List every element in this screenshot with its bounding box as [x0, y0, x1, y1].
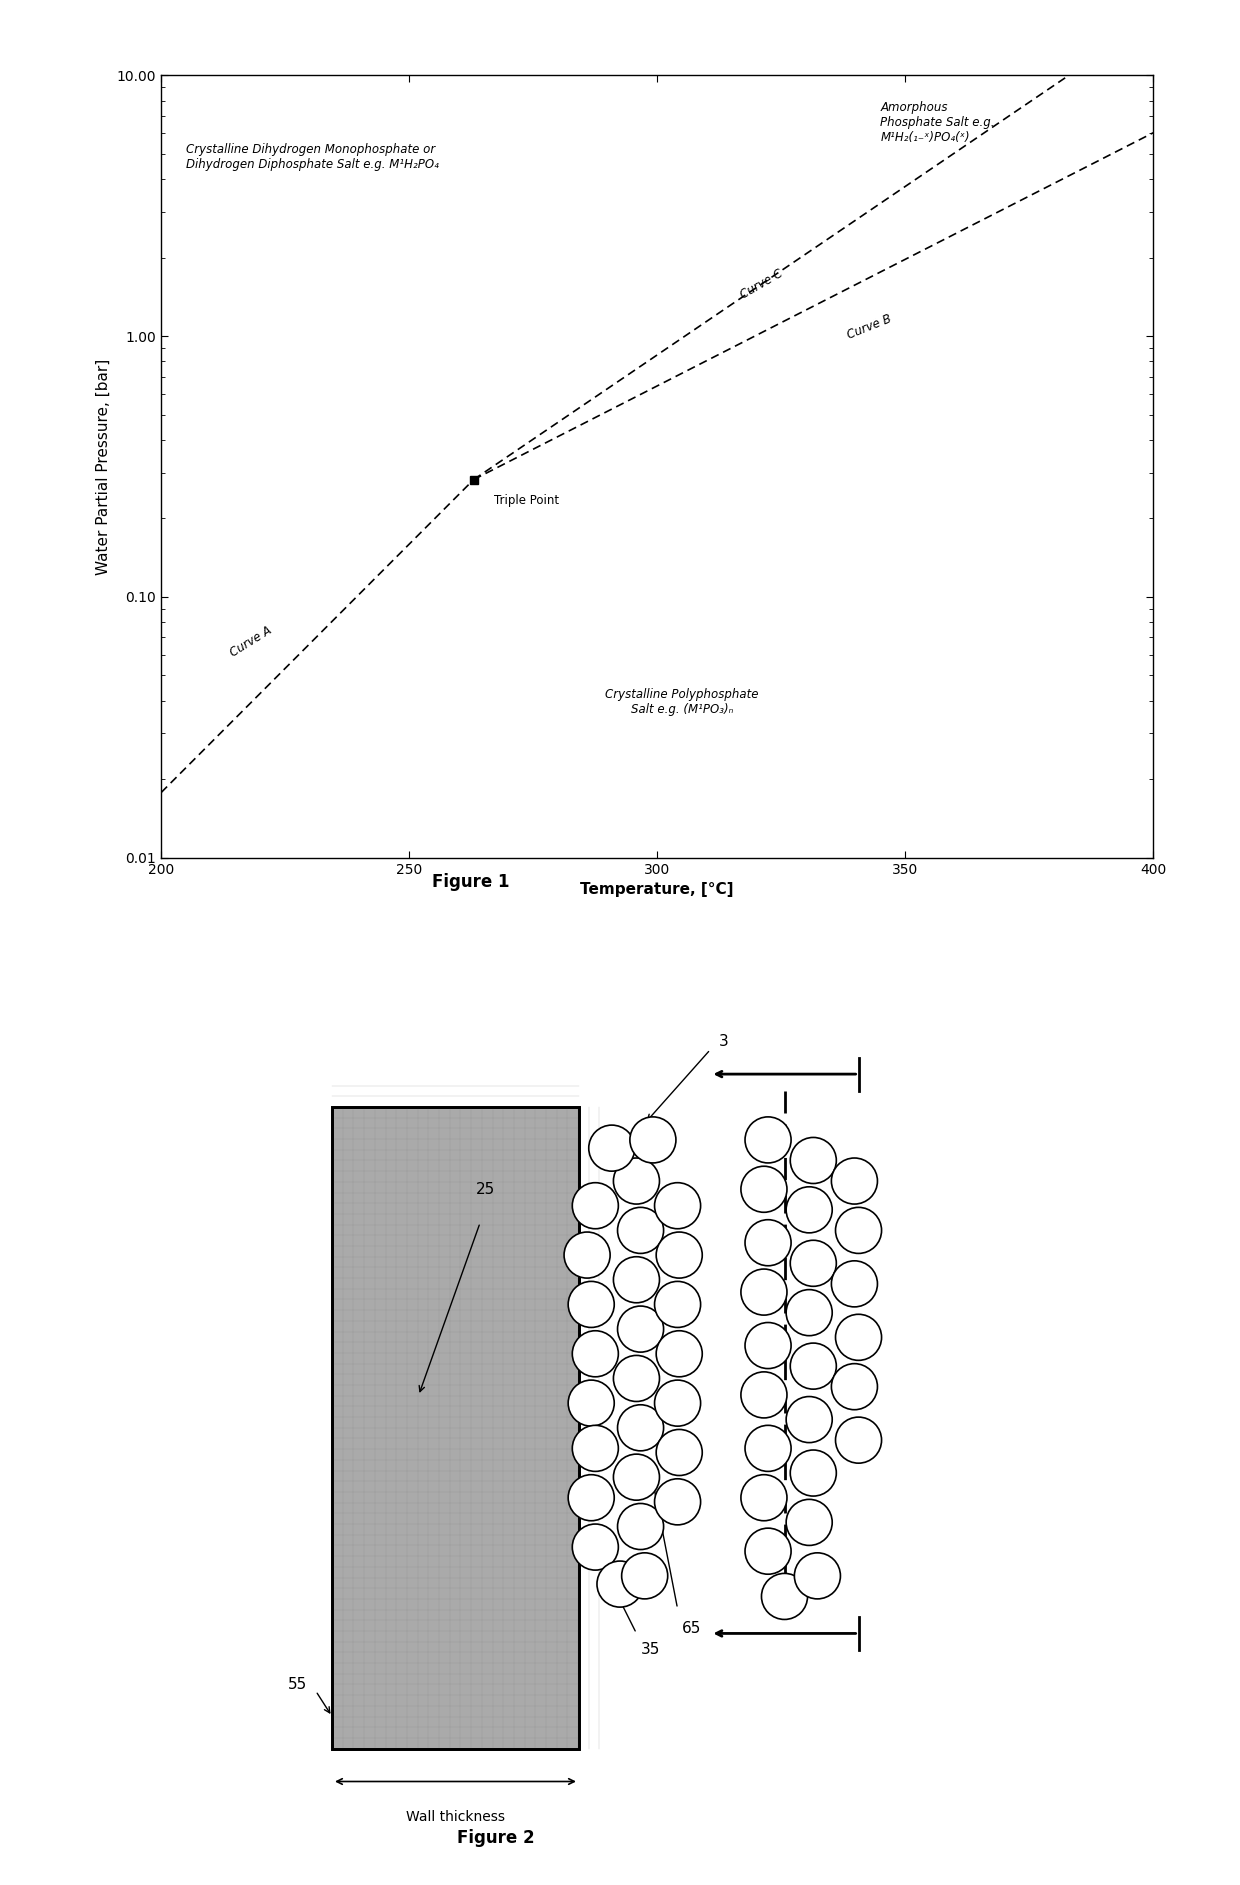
X-axis label: Temperature, [°C]: Temperature, [°C]	[580, 882, 734, 897]
Text: Amorphous
Phosphate Salt e.g.
M¹H₂(₁₋ˣ)PO₄(ˣ): Amorphous Phosphate Salt e.g. M¹H₂(₁₋ˣ)P…	[880, 100, 994, 143]
Circle shape	[761, 1574, 807, 1619]
Text: Curve B: Curve B	[846, 313, 893, 341]
Circle shape	[568, 1282, 614, 1327]
Circle shape	[790, 1240, 836, 1286]
Text: Figure 2: Figure 2	[458, 1828, 534, 1847]
Circle shape	[745, 1220, 791, 1265]
Circle shape	[656, 1429, 702, 1476]
Bar	[332, 1106, 579, 1749]
Circle shape	[795, 1553, 841, 1598]
Circle shape	[786, 1499, 832, 1546]
Circle shape	[742, 1167, 787, 1212]
Circle shape	[836, 1314, 882, 1361]
Circle shape	[655, 1182, 701, 1229]
Circle shape	[614, 1157, 660, 1205]
Circle shape	[564, 1233, 610, 1278]
Circle shape	[742, 1474, 787, 1521]
Circle shape	[790, 1137, 836, 1184]
Text: Triple Point: Triple Point	[494, 494, 559, 507]
Circle shape	[618, 1504, 663, 1549]
Circle shape	[836, 1418, 882, 1463]
Circle shape	[573, 1425, 619, 1472]
Circle shape	[614, 1453, 660, 1500]
Circle shape	[786, 1397, 832, 1442]
Circle shape	[745, 1529, 791, 1574]
Circle shape	[621, 1553, 667, 1598]
Text: Crystalline Polyphosphate
Salt e.g. (M¹PO₃)ₙ: Crystalline Polyphosphate Salt e.g. (M¹P…	[605, 688, 759, 716]
Circle shape	[745, 1425, 791, 1472]
Circle shape	[786, 1289, 832, 1336]
Circle shape	[790, 1450, 836, 1497]
Text: 25: 25	[475, 1182, 495, 1197]
Circle shape	[656, 1331, 702, 1376]
Circle shape	[573, 1182, 619, 1229]
Circle shape	[831, 1157, 878, 1205]
Circle shape	[831, 1363, 878, 1410]
Circle shape	[618, 1306, 663, 1352]
Circle shape	[790, 1344, 836, 1389]
Circle shape	[836, 1208, 882, 1254]
Circle shape	[742, 1269, 787, 1316]
Circle shape	[573, 1525, 619, 1570]
Circle shape	[618, 1208, 663, 1254]
Circle shape	[655, 1282, 701, 1327]
Circle shape	[573, 1331, 619, 1376]
Circle shape	[655, 1480, 701, 1525]
Circle shape	[618, 1404, 663, 1451]
Bar	[332, 1106, 579, 1749]
Circle shape	[831, 1261, 878, 1306]
Circle shape	[745, 1323, 791, 1369]
Circle shape	[589, 1125, 635, 1171]
Text: Figure 1: Figure 1	[433, 873, 510, 892]
Circle shape	[745, 1118, 791, 1163]
Text: 3: 3	[719, 1033, 728, 1048]
Text: Wall thickness: Wall thickness	[405, 1810, 505, 1825]
Text: Curve C: Curve C	[738, 266, 785, 302]
Text: Crystalline Dihydrogen Monophosphate or
Dihydrogen Diphosphate Salt e.g. M¹H₂PO₄: Crystalline Dihydrogen Monophosphate or …	[186, 143, 439, 172]
Text: Curve A: Curve A	[227, 624, 274, 660]
Y-axis label: Water Partial Pressure, [bar]: Water Partial Pressure, [bar]	[97, 358, 112, 575]
Text: 35: 35	[641, 1642, 660, 1657]
Circle shape	[596, 1561, 644, 1608]
Text: 55: 55	[288, 1678, 308, 1693]
Circle shape	[630, 1118, 676, 1163]
Text: 65: 65	[682, 1621, 701, 1636]
Circle shape	[568, 1474, 614, 1521]
Circle shape	[614, 1257, 660, 1303]
Circle shape	[742, 1372, 787, 1418]
Circle shape	[568, 1380, 614, 1427]
Circle shape	[656, 1233, 702, 1278]
Circle shape	[655, 1380, 701, 1427]
Circle shape	[614, 1355, 660, 1401]
Circle shape	[786, 1188, 832, 1233]
